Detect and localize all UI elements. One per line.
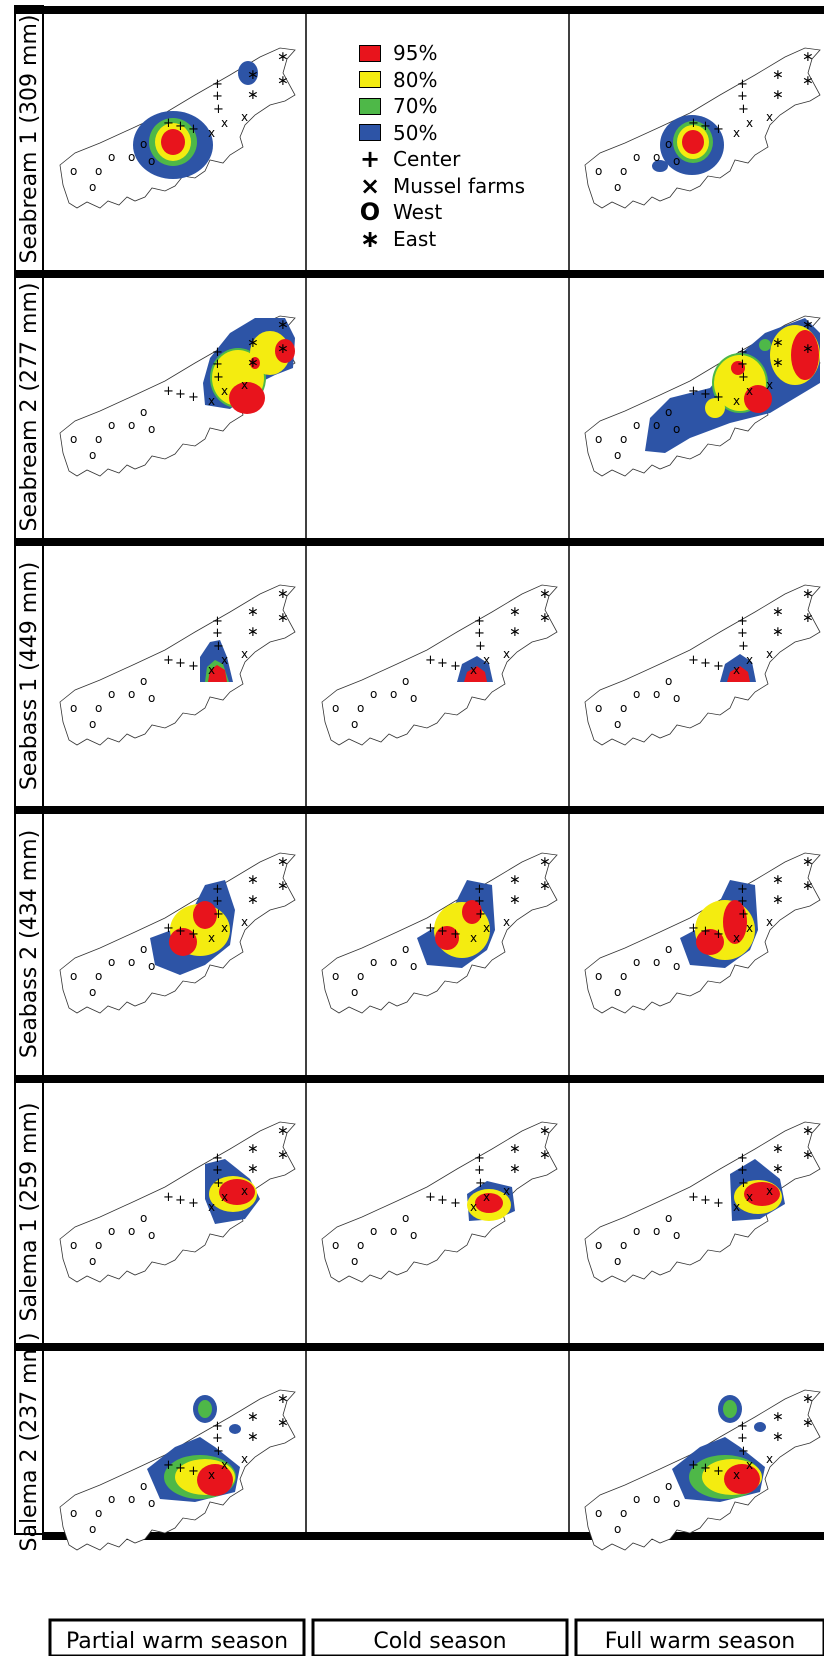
- legend-item: O West: [357, 199, 557, 226]
- map-salema2-full-warm: [584, 1389, 821, 1551]
- legend-marker-icon: ∗: [357, 224, 383, 253]
- column-label-full-warm: Full warm season: [605, 1629, 796, 1654]
- row-label-salema-2: Salema 2 (237 mm): [17, 1332, 42, 1551]
- map-seabass2-cold: [321, 852, 558, 1014]
- column-label-partial-warm: Partial warm season: [66, 1629, 288, 1654]
- map-seabass2-partial-warm: [59, 852, 296, 1014]
- map-seabass1-cold: [321, 584, 558, 746]
- map-seabass1-full-warm: [584, 584, 821, 746]
- legend-label: West: [393, 200, 443, 225]
- legend-item: 70%: [357, 93, 557, 120]
- marker-glyph: O: [359, 198, 381, 227]
- swatch-color: [359, 97, 381, 115]
- map-seabream1-partial-warm: [59, 47, 296, 209]
- map-seabream2-partial-warm: [59, 315, 296, 477]
- map-salema1-partial-warm: [59, 1121, 296, 1283]
- legend-label: 50%: [393, 120, 438, 145]
- legend-swatch: [357, 43, 383, 63]
- legend-label: Mussel farms: [393, 173, 526, 198]
- map-seabass2-full-warm: [584, 852, 821, 1014]
- legend-item: 50%: [357, 120, 557, 147]
- legend-swatch: [357, 123, 383, 143]
- row-label-seabass-1: Seabass 1 (449 mm): [17, 562, 42, 790]
- legend-item: ∗ East: [357, 226, 557, 253]
- legend-swatch: [357, 96, 383, 116]
- row-label-salema-1: Salema 1 (259 mm): [17, 1102, 42, 1321]
- legend-label: 80%: [393, 67, 438, 92]
- map-salema1-full-warm: [584, 1121, 821, 1283]
- legend-label: 95%: [393, 41, 438, 66]
- legend-label: 70%: [393, 94, 438, 119]
- swatch-color: [359, 44, 381, 62]
- marker-glyph: +: [359, 145, 381, 174]
- map-salema1-cold: [321, 1121, 558, 1283]
- row-label-seabream-1: Seabream 1 (309 mm): [17, 15, 42, 264]
- legend-item: 95%: [357, 40, 557, 67]
- legend-marker-icon: O: [357, 198, 383, 227]
- marker-glyph: ∗: [359, 224, 381, 253]
- map-salema2-partial-warm: [59, 1389, 296, 1551]
- legend: 95% 80% 70% 50% + Center × Mussel farms O West ∗ Ea…: [357, 40, 557, 252]
- legend-item: 80%: [357, 67, 557, 94]
- column-label-cold: Cold season: [373, 1629, 506, 1654]
- map-seabass1-partial-warm: [59, 584, 296, 746]
- map-seabream2-full-warm: [584, 315, 821, 477]
- map-seabream1-full-warm: [584, 47, 821, 209]
- legend-item: + Center: [357, 146, 557, 173]
- legend-marker-icon: +: [357, 145, 383, 174]
- marker-glyph: ×: [359, 171, 381, 200]
- legend-label: Center: [393, 147, 461, 172]
- legend-swatch: [357, 70, 383, 90]
- legend-marker-icon: ×: [357, 171, 383, 200]
- swatch-color: [359, 71, 381, 89]
- row-label-seabream-2: Seabream 2 (277 mm): [17, 283, 42, 532]
- swatch-color: [359, 124, 381, 142]
- row-label-seabass-2: Seabass 2 (434 mm): [17, 830, 42, 1058]
- legend-label: East: [393, 226, 437, 251]
- legend-item: × Mussel farms: [357, 173, 557, 200]
